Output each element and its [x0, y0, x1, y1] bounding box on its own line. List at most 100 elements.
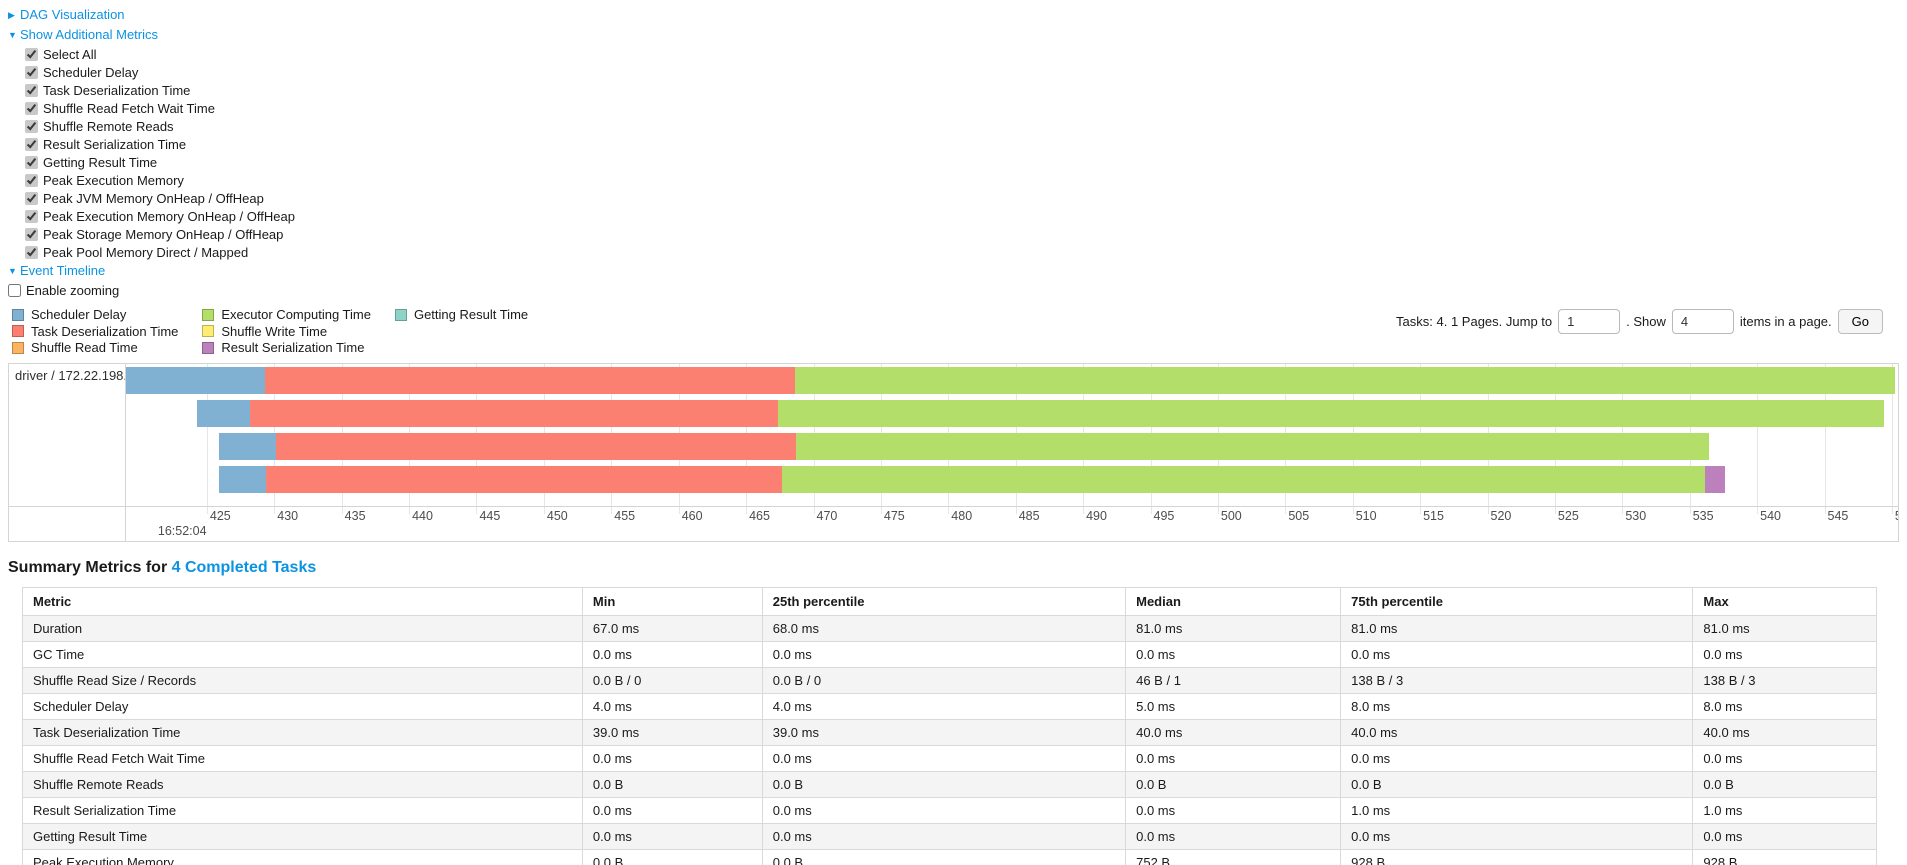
enable-zooming-checkbox[interactable]	[8, 284, 21, 297]
timeline-segment-scheduler-delay	[197, 399, 250, 427]
metric-checkbox-item: Peak Pool Memory Direct / Mapped	[25, 243, 1899, 261]
metric-checkbox[interactable]	[25, 173, 38, 187]
go-button[interactable]: Go	[1837, 309, 1883, 334]
timeline-segment-executor-computing	[794, 366, 1895, 394]
axis-tick-label: 435	[344, 508, 366, 523]
show-additional-metrics-link[interactable]: Show Additional Metrics	[20, 27, 159, 42]
metric-checkbox[interactable]	[25, 47, 38, 61]
metric-value-cell: 138 B / 3	[1692, 666, 1877, 694]
metric-checkbox-item: Peak JVM Memory OnHeap / OffHeap	[25, 189, 1899, 207]
metric-checkbox[interactable]	[25, 83, 38, 97]
axis-tick-label: 520	[1490, 508, 1512, 523]
metric-value-cell: 8.0 ms	[1692, 692, 1877, 720]
metric-value-cell: 40.0 ms	[1692, 718, 1877, 746]
metric-value-cell: 0.0 B	[1125, 770, 1342, 798]
metric-checkbox-label: Peak Execution Memory	[43, 172, 184, 188]
metric-checkbox-item: Result Serialization Time	[25, 135, 1899, 153]
axis-tick-mark	[1891, 506, 1893, 514]
axis-tick-mark	[206, 506, 208, 514]
event-timeline-toggle[interactable]: ▼ Event Timeline	[8, 261, 1899, 281]
metric-checkbox-item: Task Deserialization Time	[25, 81, 1899, 99]
axis-tick-label: 460	[681, 508, 703, 523]
legend-label: Getting Result Time	[413, 307, 529, 323]
items-per-page-input[interactable]	[1671, 309, 1734, 334]
legend-label: Scheduler Delay	[31, 307, 127, 323]
legend-label: Shuffle Read Time	[31, 340, 138, 356]
axis-tick-label: 455	[614, 508, 636, 523]
metric-value-cell: 0.0 B	[581, 848, 763, 865]
metric-checkbox-label: Peak Storage Memory OnHeap / OffHeap	[43, 226, 284, 242]
metric-value-cell: 40.0 ms	[1340, 718, 1694, 746]
metric-value-cell: 0.0 ms	[761, 796, 1127, 824]
summary-table-row: Peak Execution Memory 0.0 B 0.0 B 752 B 928 …	[22, 848, 1877, 865]
legend-swatch-icon	[394, 308, 407, 321]
pagination-suffix-text: items in a page.	[1739, 314, 1832, 329]
metric-checkbox[interactable]	[25, 209, 38, 223]
metric-value-cell: 0.0 ms	[1340, 744, 1694, 772]
axis-tick-label: 445	[479, 508, 501, 523]
metric-value-cell: 0.0 ms	[1125, 796, 1342, 824]
metric-value-cell: 68.0 ms	[761, 614, 1127, 642]
metric-value-cell: 0.0 ms	[1692, 640, 1877, 668]
metric-value-cell: 81.0 ms	[1340, 614, 1694, 642]
legend-swatch-icon	[12, 341, 24, 354]
axis-tick-mark	[274, 506, 276, 514]
metric-checkbox[interactable]	[25, 227, 38, 241]
legend-item: Result Serialization Time	[202, 340, 371, 356]
chevron-down-icon: ▼	[8, 266, 17, 276]
metric-checkbox[interactable]	[25, 119, 38, 133]
metric-name-cell: Shuffle Read Fetch Wait Time	[22, 744, 583, 772]
metric-checkbox[interactable]	[25, 191, 38, 205]
summary-table-row: Scheduler Delay 4.0 ms 4.0 ms 5.0 ms 8.0 ms 8…	[22, 692, 1877, 720]
axis-tick-mark	[1824, 506, 1826, 514]
metric-name-cell: Shuffle Read Size / Records	[22, 666, 583, 694]
axis-tick-mark	[880, 506, 882, 514]
jump-to-page-input[interactable]	[1558, 309, 1621, 334]
show-additional-metrics-toggle[interactable]: ▼ Show Additional Metrics	[8, 25, 1899, 45]
metric-checkbox-label: Peak Pool Memory Direct / Mapped	[43, 244, 249, 260]
metric-value-cell: 8.0 ms	[1340, 692, 1694, 720]
axis-tick-mark	[1487, 506, 1489, 514]
metric-checkbox[interactable]	[25, 101, 38, 115]
axis-tick-label: 525	[1557, 508, 1579, 523]
timeline-segment-executor-computing	[778, 399, 1884, 427]
timeline-gridline	[1891, 363, 1893, 506]
dag-visualization-link[interactable]: DAG Visualization	[20, 7, 125, 22]
axis-tick-mark	[1150, 506, 1152, 514]
axis-tick-label: 440	[412, 508, 433, 523]
timeline-segment-task-deserialization	[250, 399, 779, 427]
metric-checkbox[interactable]	[25, 65, 38, 79]
timeline-task-bar	[126, 366, 1898, 394]
timeline-segment-scheduler-delay	[219, 433, 276, 461]
metric-value-cell: 4.0 ms	[581, 692, 763, 720]
axis-tick-mark	[678, 506, 680, 514]
metric-value-cell: 0.0 B	[761, 770, 1127, 798]
metric-value-cell: 0.0 B	[1340, 770, 1694, 798]
axis-tick-label: 535	[1692, 508, 1714, 523]
summary-metrics-table: Metric Min 25th percentile Median 75th perce…	[22, 586, 1877, 865]
timeline-task-bar	[126, 466, 1898, 494]
event-timeline-link[interactable]: Event Timeline	[20, 263, 106, 278]
metric-checkbox-label: Peak JVM Memory OnHeap / OffHeap	[43, 190, 264, 206]
legend-swatch-icon	[12, 325, 24, 338]
summary-heading-text: Summary Metrics for	[8, 558, 172, 576]
axis-tick-mark	[1757, 506, 1759, 514]
axis-tick-mark	[813, 506, 815, 514]
metric-value-cell: 138 B / 3	[1340, 666, 1694, 694]
metric-value-cell: 0.0 ms	[581, 822, 763, 850]
metric-value-cell: 0.0 ms	[1340, 822, 1694, 850]
axis-tick-label: 490	[1086, 508, 1107, 523]
enable-zooming-row: Enable zooming	[8, 281, 1899, 300]
metric-checkbox[interactable]	[25, 155, 38, 169]
metric-value-cell: 46 B / 1	[1125, 666, 1342, 694]
summary-column-header: Metric	[22, 586, 583, 616]
metric-checkbox-item: Peak Execution Memory OnHeap / OffHeap	[25, 207, 1899, 225]
timeline-axis: 425 430 435 440 445 450 455 460 465 470 475 480 485 4…	[126, 506, 1898, 541]
chevron-down-icon: ▼	[8, 30, 17, 40]
completed-tasks-link[interactable]: 4 Completed Tasks	[171, 558, 317, 576]
axis-tick-label: 475	[883, 508, 905, 523]
dag-visualization-toggle[interactable]: ▶ DAG Visualization	[8, 5, 1899, 25]
axis-tick-mark	[1554, 506, 1556, 514]
metric-checkbox[interactable]	[25, 245, 38, 259]
metric-checkbox[interactable]	[25, 137, 38, 151]
